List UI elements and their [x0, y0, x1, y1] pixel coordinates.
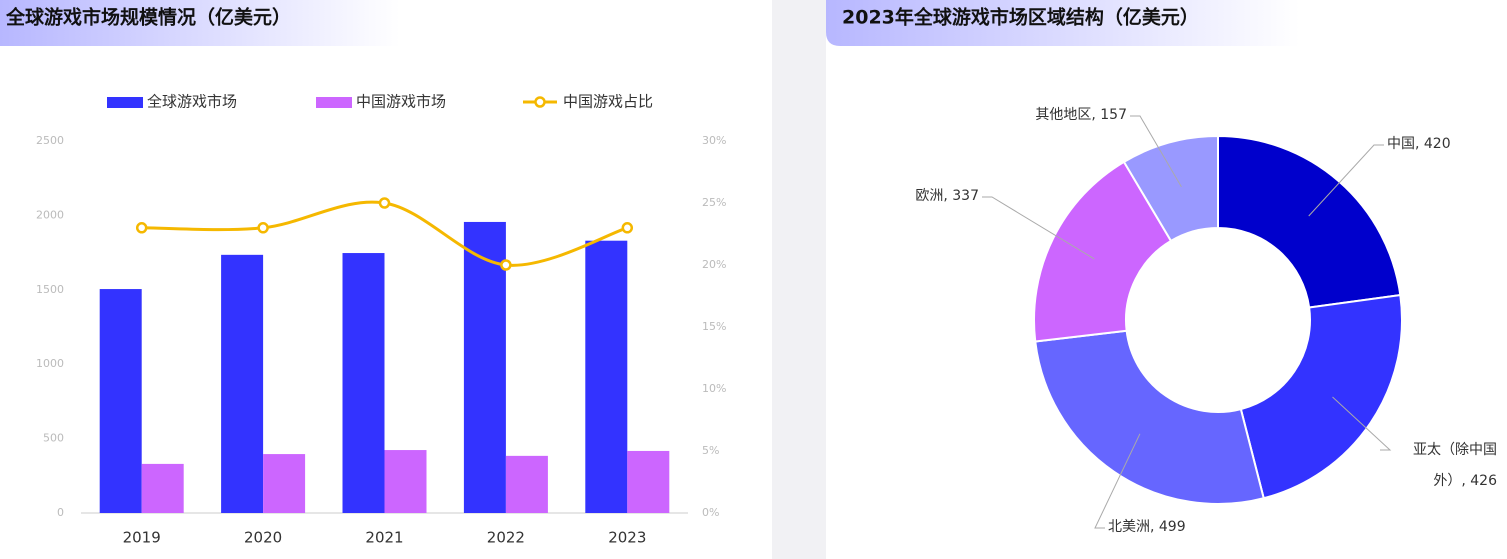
- point: [135, 222, 148, 234]
- y-tick-label: 2500: [36, 134, 64, 147]
- pie-slice: [1122, 134, 1219, 243]
- bar: [505, 455, 548, 513]
- x-tick-label: 2023: [608, 529, 646, 547]
- data-label: 亚太（除中国外）, 426: [1413, 442, 1497, 489]
- legend-label: 全球游戏市场: [147, 93, 237, 111]
- bar: [342, 253, 385, 514]
- title-bar: [826, 0, 1300, 46]
- leader-line: [1130, 115, 1182, 188]
- bar: [141, 463, 184, 513]
- bar: [585, 240, 628, 514]
- y2-tick-label: 15%: [702, 320, 726, 333]
- pie-slice: [1239, 293, 1403, 500]
- x-tick-label: 2021: [365, 529, 403, 547]
- data-label: 其他地区, 157: [1035, 107, 1127, 123]
- y-tick-label: 2000: [36, 208, 64, 221]
- divider: [772, 0, 826, 559]
- y2-tick-label: 20%: [702, 258, 726, 271]
- pie-slice: [1033, 160, 1173, 343]
- y-tick-label: 0: [57, 506, 64, 519]
- data-label: 欧洲, 337: [915, 188, 979, 204]
- legend-label: 中国游戏占比: [563, 93, 653, 111]
- legend-marker: [534, 96, 546, 108]
- title-bar: [0, 0, 400, 46]
- point: [257, 222, 269, 234]
- leader-line: [1332, 396, 1392, 451]
- bar: [99, 289, 142, 513]
- chart-title: 全球游戏市场规模情况（亿美元）: [5, 6, 291, 29]
- bar: [463, 221, 506, 513]
- point: [500, 259, 512, 271]
- x-tick-label: 2020: [244, 529, 282, 547]
- chart-title: 2023年全球游戏市场区域结构（亿美元）: [842, 6, 1199, 29]
- point: [378, 197, 391, 209]
- y2-tick-label: 10%: [702, 382, 726, 395]
- bar: [263, 454, 306, 513]
- data-label: 北美洲, 499: [1108, 519, 1186, 535]
- y-tick-label: 1000: [36, 357, 64, 370]
- y2-tick-label: 5%: [702, 444, 719, 457]
- y2-tick-label: 25%: [702, 196, 726, 209]
- data-label: 中国, 420: [1387, 136, 1451, 152]
- bar: [627, 450, 670, 513]
- y2-tick-label: 30%: [702, 134, 726, 147]
- x-tick-label: 2019: [123, 529, 161, 547]
- pie-slice: [1034, 329, 1265, 505]
- legend-label: 中国游戏市场: [356, 93, 446, 111]
- y2-tick-label: 0%: [702, 506, 719, 519]
- legend-swatch: [107, 97, 143, 108]
- y-tick-label: 1500: [36, 283, 64, 296]
- legend-swatch: [316, 97, 352, 108]
- pie-slice: [1217, 134, 1402, 309]
- bar: [384, 450, 427, 513]
- leader-line: [1308, 144, 1384, 217]
- leader-line: [1094, 433, 1141, 529]
- x-tick-label: 2022: [487, 529, 525, 547]
- bar: [221, 254, 264, 513]
- point: [621, 222, 634, 234]
- y-tick-label: 500: [43, 432, 64, 445]
- leader-line: [982, 196, 1095, 260]
